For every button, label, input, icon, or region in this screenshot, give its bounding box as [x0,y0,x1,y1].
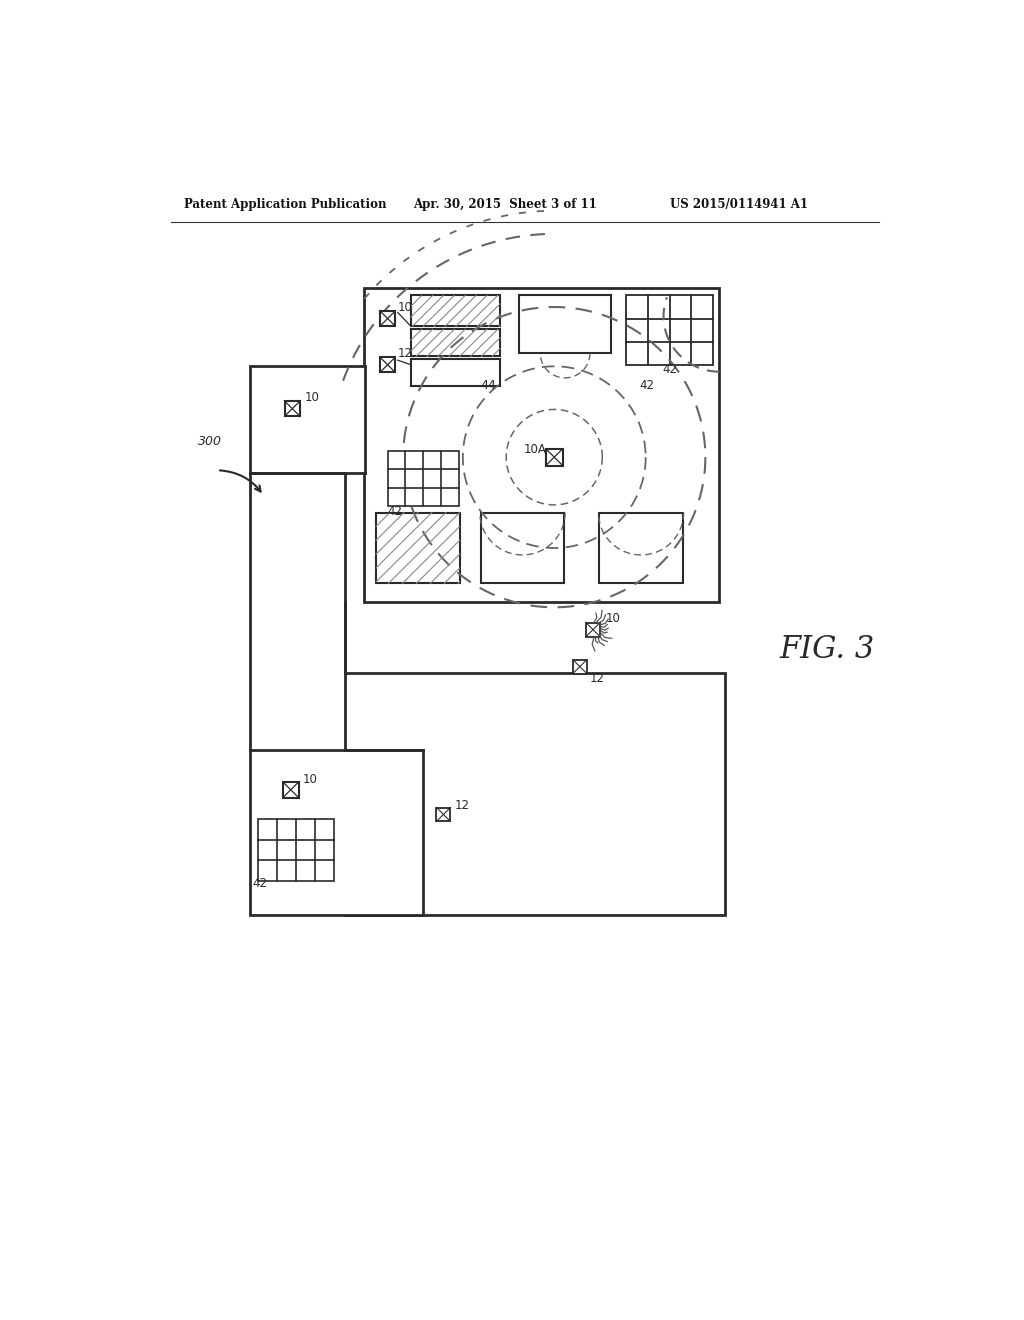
Bar [411,330,500,356]
Text: 42: 42 [388,504,402,517]
Bar [627,296,713,364]
Text: 42: 42 [640,379,654,392]
Text: 10: 10 [397,301,413,314]
Text: 42: 42 [663,363,678,376]
Bar [251,367,366,473]
Text: 12: 12 [455,799,470,812]
Text: 10: 10 [302,772,317,785]
Bar [519,296,611,354]
Bar [411,359,500,385]
Text: 300: 300 [198,436,222,449]
Bar [599,512,683,583]
Text: 12: 12 [397,347,413,360]
Bar [365,288,719,602]
Text: Apr. 30, 2015  Sheet 3 of 11: Apr. 30, 2015 Sheet 3 of 11 [414,198,597,211]
Bar [285,401,300,416]
Bar [586,623,600,636]
Text: 10: 10 [305,391,319,404]
Bar [376,512,460,583]
Bar [546,449,563,466]
Text: 10A: 10A [523,444,546,455]
Text: US 2015/0114941 A1: US 2015/0114941 A1 [671,198,809,211]
Bar [411,296,500,326]
Bar [388,451,459,507]
Text: Patent Application Publication: Patent Application Publication [183,198,386,211]
Text: FIG. 3: FIG. 3 [779,634,874,665]
Bar [258,818,334,880]
Text: 12: 12 [590,672,605,685]
Bar [480,512,564,583]
Text: 10: 10 [605,612,621,626]
Bar [380,312,395,326]
Bar [572,660,587,673]
Bar [436,808,451,821]
Bar [345,673,725,915]
Text: 44: 44 [480,379,497,392]
Bar [283,781,299,797]
Text: 42: 42 [252,878,267,890]
Bar [380,358,395,372]
Bar [251,750,423,915]
